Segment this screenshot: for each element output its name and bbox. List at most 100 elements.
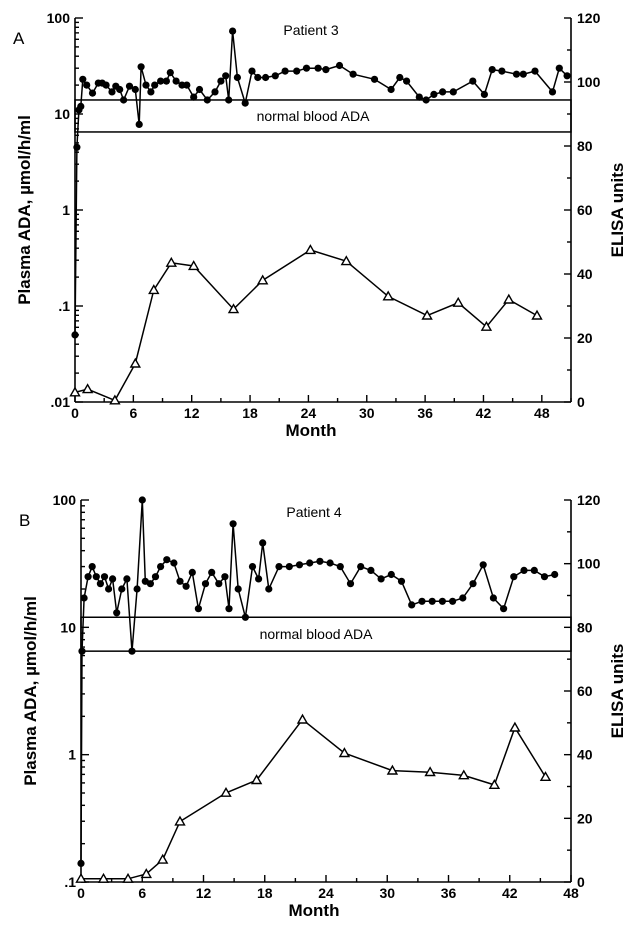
ada-point	[241, 99, 249, 107]
ada-point	[306, 559, 314, 567]
ada-point	[109, 575, 117, 583]
x-tick-label: 36	[441, 885, 457, 901]
ada-point	[248, 67, 256, 75]
ada-point	[182, 582, 190, 590]
ada-point	[403, 77, 411, 85]
ada-point	[259, 539, 267, 547]
ada-point	[157, 77, 165, 85]
ada-point	[128, 647, 136, 655]
ada-point	[146, 580, 154, 588]
elisa-point	[531, 309, 543, 320]
x-tick-label: 6	[129, 405, 137, 421]
ada-point	[335, 61, 344, 70]
ada-point	[135, 120, 143, 128]
y2-tick-label: 60	[577, 202, 593, 218]
elisa-point	[122, 872, 134, 883]
ada-point	[520, 566, 528, 575]
y2-tick-label: 0	[577, 394, 585, 410]
ada-point	[540, 573, 549, 581]
elisa-point	[187, 260, 200, 271]
ada-point	[488, 66, 496, 74]
ada-point	[438, 597, 446, 605]
y2-tick-label: 40	[577, 747, 593, 763]
y2-tick-label: 0	[577, 874, 585, 890]
ada-point	[531, 67, 539, 75]
ada-point	[367, 566, 375, 575]
elisa-point	[338, 747, 351, 758]
elisa-point	[165, 256, 178, 267]
ada-point	[510, 573, 518, 581]
ada-point	[188, 568, 196, 577]
ada-point	[78, 647, 86, 655]
y-tick-label: 1	[62, 202, 70, 218]
ada-point	[469, 580, 477, 588]
ada-point	[203, 96, 211, 104]
ada-point	[428, 597, 436, 605]
ada-point	[71, 331, 79, 339]
ada-point	[170, 559, 178, 567]
ada-point	[131, 85, 139, 94]
normal-band-label: normal blood ADA	[257, 108, 371, 124]
ada-point	[138, 496, 146, 504]
ada-point	[105, 585, 113, 593]
y-tick-label: 10	[60, 619, 76, 635]
ada-point	[147, 88, 155, 96]
y-tick-label: 10	[54, 106, 70, 122]
ada-point	[349, 70, 357, 78]
normal-band-label: normal blood ADA	[260, 626, 374, 642]
x-tick-label: 12	[184, 405, 200, 421]
ada-point	[208, 568, 216, 577]
normal-band	[80, 616, 572, 652]
elisa-point	[296, 713, 309, 724]
ada-point	[190, 93, 198, 101]
ada-point	[162, 77, 170, 85]
elisa-point	[140, 868, 153, 879]
ada-point	[563, 72, 571, 80]
ada-point	[92, 573, 100, 581]
ada-point	[418, 597, 426, 605]
ada-point	[322, 66, 330, 74]
y2-tick-label: 100	[577, 556, 601, 572]
x-tick-label: 24	[301, 405, 317, 421]
ada-point	[302, 64, 311, 72]
panel-b: normal blood ADA 0 6 12 18 24 30 36 42 48 .1 1 10 100…	[19, 492, 627, 920]
elisa-series-line	[74, 249, 538, 402]
ada-point	[530, 566, 538, 575]
x-tick-label: 0	[77, 885, 85, 901]
ada-point	[248, 563, 257, 571]
ada-point	[172, 77, 180, 85]
ada-point	[157, 563, 165, 571]
ada-point	[498, 67, 506, 75]
elisa-point	[250, 774, 263, 785]
ada-point	[116, 85, 124, 94]
ada-point	[83, 81, 91, 89]
elisa-point	[109, 394, 121, 405]
ada-point	[84, 573, 92, 581]
elisa-point	[304, 244, 317, 255]
y2-tick-label: 80	[577, 138, 593, 154]
ada-point	[408, 601, 416, 609]
elisa-point	[75, 872, 87, 883]
y2-tick-label: 60	[577, 683, 593, 699]
ada-point	[225, 605, 233, 613]
ada-point	[285, 563, 293, 571]
ada-point	[449, 597, 457, 605]
ada-point	[163, 556, 171, 564]
ada-point	[387, 570, 395, 579]
x-tick-label: 6	[138, 885, 146, 901]
elisa-point	[539, 771, 552, 781]
elisa-point	[129, 357, 142, 368]
ada-point	[234, 585, 242, 593]
y2-tick-label: 120	[577, 10, 601, 26]
y-tick-label: .1	[64, 874, 76, 890]
elisa-point	[480, 320, 493, 331]
x-tick-label: 48	[563, 885, 579, 901]
patient-annotation: Patient 4	[286, 504, 341, 520]
y-axis-label: Plasma ADA, µmol/h/ml	[21, 596, 40, 786]
ada-point	[221, 573, 229, 581]
ada-point	[422, 96, 430, 104]
elisa-point	[509, 721, 521, 732]
ada-point	[125, 82, 134, 90]
x-tick-label: 42	[502, 885, 518, 901]
ada-point	[555, 64, 563, 72]
